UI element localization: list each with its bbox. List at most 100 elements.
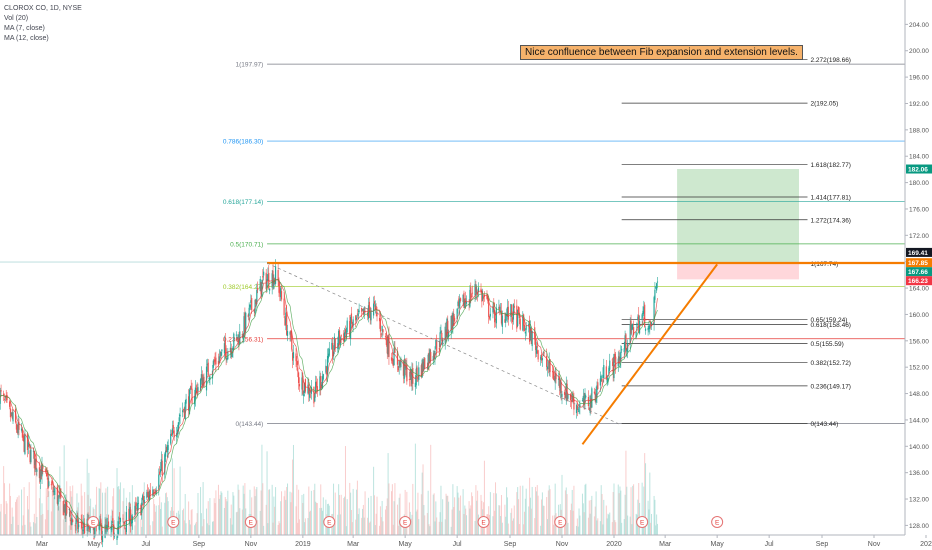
earnings-marker[interactable] — [636, 516, 649, 528]
price-badge[interactable] — [906, 267, 932, 277]
volume-bar — [239, 508, 241, 535]
earnings-marker[interactable] — [554, 516, 567, 528]
volume-bar — [304, 522, 306, 535]
volume-bar — [303, 493, 305, 535]
candle-body — [367, 312, 369, 317]
candle-body — [602, 374, 604, 379]
candle-body — [152, 489, 154, 496]
candle-body — [623, 348, 625, 353]
earnings-marker[interactable] — [87, 516, 100, 528]
volume-bar — [577, 526, 579, 535]
volume-bar — [128, 509, 130, 535]
candle-body — [112, 518, 114, 521]
volume-bar — [542, 505, 544, 535]
price-badge[interactable] — [906, 276, 932, 286]
volume-bar — [400, 520, 402, 535]
legend-ma7[interactable]: MA (7, close) — [4, 25, 45, 32]
volume-bar — [47, 510, 49, 535]
volume-bar — [477, 490, 479, 535]
annotation-note[interactable]: Nice confluence between Fib expansion an… — [520, 45, 803, 60]
candle-body — [173, 430, 175, 438]
volume-bar — [474, 520, 476, 535]
legend-volume[interactable]: Vol (20) — [4, 15, 29, 22]
candle-body — [101, 535, 104, 543]
candle-body — [243, 316, 245, 338]
legend-ma12[interactable]: MA (12, close) — [4, 35, 49, 42]
earnings-marker[interactable] — [167, 516, 180, 528]
volume-bar — [33, 513, 35, 535]
volume-bar — [420, 494, 422, 535]
volume-bar — [344, 496, 346, 535]
earnings-marker[interactable] — [244, 516, 257, 528]
volume-bar — [236, 511, 238, 535]
volume-bar — [190, 510, 192, 535]
drawings[interactable] — [0, 261, 905, 445]
dashed-downtrend-line[interactable] — [266, 262, 622, 426]
fib-retracement-label: 0.382(164.27) — [223, 284, 263, 291]
earnings-marker[interactable] — [477, 516, 490, 528]
target-zone[interactable] — [677, 169, 799, 264]
price-tick-label: 160.00 — [909, 312, 929, 319]
volume-bar — [321, 507, 323, 535]
candle-body — [406, 364, 408, 382]
volume-bar — [512, 518, 514, 535]
earnings-marker[interactable] — [399, 516, 412, 528]
volume-bar — [631, 524, 633, 535]
candle-body — [147, 491, 150, 498]
long-position-zones[interactable] — [677, 169, 799, 280]
candle-body — [170, 433, 172, 444]
fib-retracement-label: 1(197.97) — [236, 62, 264, 69]
volume-bar — [316, 503, 318, 535]
earnings-marker[interactable] — [711, 516, 724, 528]
candle-body — [561, 393, 563, 397]
candle-body — [338, 330, 340, 346]
candle-body — [376, 311, 378, 317]
candle-body — [328, 348, 330, 356]
volume-bar — [261, 444, 263, 535]
candle-body — [39, 470, 41, 482]
candle-body — [618, 356, 620, 364]
candle-body — [554, 375, 556, 383]
volume-bar — [88, 472, 90, 535]
legend-symbol[interactable]: CLOROX CO, 1D, NYSE — [4, 5, 82, 12]
candle-body — [309, 394, 311, 398]
candle-body — [459, 299, 461, 308]
candle-body — [249, 304, 251, 308]
volume-bar — [525, 488, 527, 535]
candle-body — [390, 357, 393, 361]
candle-body — [619, 356, 621, 361]
volume-bar — [224, 497, 226, 535]
volume-bar — [225, 499, 227, 535]
fibonacci-levels[interactable]: 1(197.97) 0.786(186.30) 0.618(177.14) 0.5(1… — [223, 57, 905, 428]
stop-zone[interactable] — [677, 263, 799, 280]
price-tick-label: 204.00 — [909, 22, 929, 29]
volume-bar — [349, 482, 351, 535]
candle-body — [499, 306, 501, 311]
candle-body — [199, 379, 202, 391]
candle-body — [605, 366, 607, 380]
volume-bar — [456, 486, 458, 535]
candle-body — [511, 304, 513, 317]
candle-body — [118, 521, 120, 528]
earnings-marker[interactable] — [323, 516, 336, 528]
candle-body — [641, 314, 643, 320]
candle-body — [442, 339, 444, 345]
price-badge[interactable] — [906, 247, 932, 257]
candle-body — [226, 357, 228, 361]
price-badge[interactable] — [906, 258, 932, 268]
volume-bar — [637, 499, 639, 535]
volume-bar — [585, 483, 587, 535]
volume-bar — [46, 496, 48, 535]
volume-bar — [462, 489, 464, 535]
candle-body — [501, 315, 503, 327]
volume-bar — [492, 516, 494, 535]
price-badge[interactable] — [906, 164, 932, 174]
candle-body — [629, 324, 631, 345]
volume-bar — [625, 450, 627, 535]
candle-body — [196, 387, 198, 395]
support-trendline[interactable] — [581, 263, 718, 445]
candle-body — [278, 280, 280, 293]
volume-bar — [396, 504, 398, 535]
